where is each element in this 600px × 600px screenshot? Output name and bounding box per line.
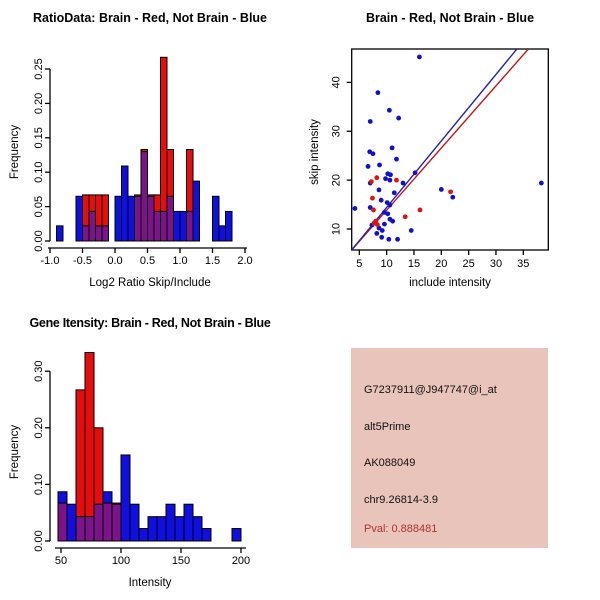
gene-histogram-title: Gene Itensity: Brain - Red, Not Brain - … <box>29 316 271 330</box>
svg-text:0.0: 0.0 <box>107 255 122 267</box>
gene-histogram-xlabel: Intensity <box>128 577 172 589</box>
svg-text:0.20: 0.20 <box>33 417 45 438</box>
svg-text:-1.0: -1.0 <box>41 255 60 267</box>
svg-text:30: 30 <box>490 258 502 270</box>
svg-text:35: 35 <box>517 258 529 270</box>
accession-text: AK088049 <box>364 457 416 469</box>
svg-text:0.10: 0.10 <box>33 161 45 182</box>
svg-text:20: 20 <box>435 258 447 270</box>
intensity-scatter-plot: 5 10 15 20 25 30 35 10 20 30 40 <box>331 48 549 270</box>
svg-text:0.5: 0.5 <box>140 255 155 267</box>
svg-text:1.0: 1.0 <box>172 255 187 267</box>
svg-text:15: 15 <box>408 258 420 270</box>
svg-text:5: 5 <box>356 258 362 270</box>
svg-text:100: 100 <box>112 555 130 567</box>
panel-ratio-histogram: RatioData: Brain - Red, Not Brain - Blue… <box>0 0 300 300</box>
panel-gene-info: G7237911@J947747@i_at alt5Prime AK088049… <box>300 300 600 600</box>
svg-text:0.00: 0.00 <box>33 530 45 551</box>
svg-text:0.30: 0.30 <box>33 360 45 381</box>
gene-info-box: G7237911@J947747@i_at alt5Prime AK088049… <box>351 348 548 548</box>
svg-text:0.00: 0.00 <box>33 230 45 251</box>
probe-id-text: G7237911@J947747@i_at <box>364 384 497 396</box>
svg-text:150: 150 <box>172 555 190 567</box>
svg-text:25: 25 <box>463 258 475 270</box>
svg-text:2.0: 2.0 <box>237 255 252 267</box>
svg-text:1.5: 1.5 <box>205 255 220 267</box>
svg-text:0.25: 0.25 <box>33 58 45 79</box>
pvalue-text: Pval: 0.888481 <box>364 523 438 535</box>
ratio-histogram-plot: -1.0 -0.5 0.0 0.5 1.0 1.5 2.0 0.00 0.05 0.10 0.15 0… <box>33 56 253 267</box>
scatter-xlabel: include intensity <box>409 277 491 289</box>
chromosome-location-text: chr9.26814-3.9 <box>364 494 438 506</box>
svg-text:200: 200 <box>232 555 250 567</box>
svg-text:20: 20 <box>331 174 343 186</box>
svg-text:0.05: 0.05 <box>33 196 45 217</box>
svg-text:40: 40 <box>331 76 343 88</box>
svg-text:0.20: 0.20 <box>33 93 45 114</box>
gene-intensity-histogram-plot: 50 100 150 200 0.00 0.10 0.20 0.30 <box>33 352 250 567</box>
svg-text:30: 30 <box>331 125 343 137</box>
scatter-title: Brain - Red, Not Brain - Blue <box>365 11 535 25</box>
svg-text:0.10: 0.10 <box>33 474 45 495</box>
svg-text:10: 10 <box>381 258 393 270</box>
svg-text:-0.5: -0.5 <box>73 255 92 267</box>
ratio-histogram-xlabel: Log2 Ratio Skip/Include <box>89 277 211 289</box>
svg-text:0.15: 0.15 <box>33 127 45 148</box>
svg-text:50: 50 <box>55 555 67 567</box>
splice-type-text: alt5Prime <box>364 421 411 433</box>
panel-intensity-scatter: Brain - Red, Not Brain - Blue skip inten… <box>300 0 600 300</box>
ratio-histogram-title: RatioData: Brain - Red, Not Brain - Blue <box>32 11 268 25</box>
svg-text:10: 10 <box>331 223 343 235</box>
panel-gene-intensity-histogram: Gene Itensity: Brain - Red, Not Brain - … <box>0 300 300 600</box>
